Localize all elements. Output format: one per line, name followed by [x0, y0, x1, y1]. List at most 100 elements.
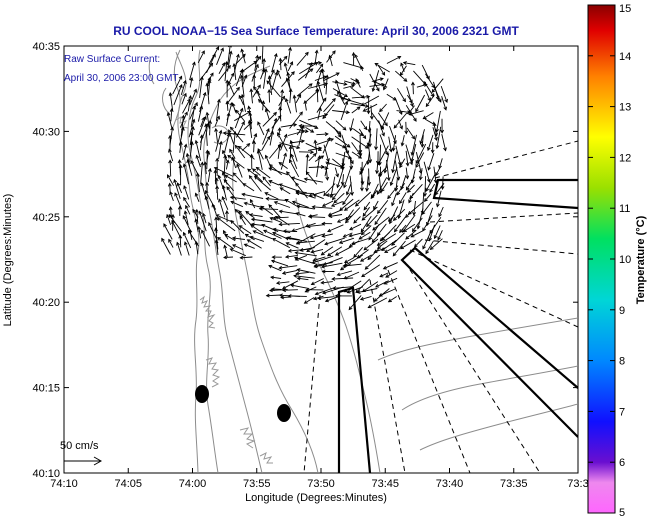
current-vector-head	[289, 158, 293, 163]
current-vector-head	[387, 195, 391, 200]
current-vector-head	[320, 164, 325, 169]
current-vector-head	[409, 195, 414, 200]
current-vector	[247, 168, 256, 176]
current-vector	[266, 80, 281, 98]
current-vector	[278, 162, 288, 169]
current-vector	[233, 54, 239, 73]
current-vector-head	[350, 191, 354, 197]
current-vector-head	[321, 221, 326, 226]
current-vector-head	[320, 280, 325, 285]
current-vector	[351, 106, 361, 114]
current-vector	[344, 254, 363, 267]
current-vector	[170, 108, 173, 122]
x-tick-label: 73:45	[371, 478, 399, 490]
current-vector	[331, 201, 343, 207]
current-vector	[348, 295, 362, 310]
current-vector-head	[264, 154, 269, 159]
current-vector-head	[205, 181, 209, 186]
current-vector-head	[386, 177, 391, 182]
current-vector-head	[204, 123, 208, 128]
current-vector	[296, 126, 304, 136]
current-vector-head	[306, 224, 311, 229]
current-vector	[378, 166, 388, 177]
current-vector-head	[391, 202, 395, 207]
current-vector	[351, 151, 362, 159]
current-vector-head	[273, 117, 278, 122]
current-vector-head	[240, 93, 245, 99]
current-vector	[271, 53, 277, 73]
current-vector-head	[348, 233, 353, 238]
current-vector-head	[305, 171, 310, 176]
current-vector	[189, 62, 196, 81]
current-vector-head	[369, 115, 374, 120]
current-vector	[289, 111, 303, 129]
current-vector-head	[343, 184, 347, 189]
x-tick-label: 73:3	[567, 478, 588, 490]
current-vector	[321, 262, 343, 268]
current-vector-head	[310, 249, 315, 254]
current-vector	[421, 134, 424, 147]
current-vector-head	[404, 130, 409, 135]
current-vector-head	[337, 90, 341, 95]
current-vector-head	[249, 198, 254, 203]
current-vector	[336, 168, 344, 188]
current-vector	[424, 176, 427, 197]
current-vector-head	[359, 258, 365, 262]
current-vector-head	[362, 135, 367, 140]
current-vector-head	[355, 78, 359, 83]
current-vector-head	[271, 238, 276, 242]
current-vector-head	[229, 101, 234, 107]
current-vector-head	[353, 219, 358, 224]
current-vector	[196, 155, 201, 168]
current-vector	[265, 108, 270, 120]
current-vector-head	[364, 144, 369, 149]
current-vector-head	[178, 140, 183, 145]
current-vector-head	[284, 254, 290, 259]
current-vector-head	[252, 140, 257, 145]
current-vector-head	[322, 115, 327, 120]
current-vector-head	[250, 224, 255, 229]
current-vector	[427, 153, 435, 171]
current-vector	[249, 175, 262, 192]
current-vector	[379, 272, 389, 278]
current-vector	[438, 158, 443, 169]
current-vector	[294, 257, 315, 265]
current-vector-head	[194, 218, 199, 223]
colorbar-tick-label: 11	[619, 203, 630, 215]
current-vector	[314, 50, 318, 65]
current-vector	[355, 191, 372, 207]
current-vector	[422, 215, 433, 232]
current-vector	[216, 185, 219, 200]
current-vector-head	[171, 213, 175, 218]
current-vector-head	[221, 171, 226, 176]
current-vector	[312, 255, 334, 264]
current-vector-head	[375, 87, 380, 92]
current-vector	[241, 49, 246, 64]
current-vector	[214, 116, 220, 127]
current-vector-head	[411, 135, 416, 140]
current-vector-head	[368, 236, 373, 241]
current-vector-head	[444, 98, 448, 103]
current-vector	[341, 134, 349, 154]
current-vector-head	[327, 228, 332, 233]
current-vector	[226, 101, 229, 111]
current-vector-head	[189, 131, 194, 136]
current-vector-head	[295, 182, 299, 187]
current-vector-head	[262, 58, 266, 63]
current-vector-head	[350, 84, 355, 89]
current-vector	[414, 238, 423, 248]
current-vector	[290, 284, 308, 289]
current-vector	[289, 159, 300, 178]
current-vector	[345, 207, 361, 224]
current-vector	[195, 193, 200, 202]
current-vector-head	[237, 145, 242, 150]
current-vector	[377, 177, 388, 195]
current-vector-head	[366, 110, 371, 115]
current-vector-head	[209, 62, 214, 67]
current-vector-head	[182, 79, 187, 85]
current-vector	[200, 162, 203, 185]
current-vector-head	[334, 294, 339, 298]
current-vector-head	[268, 180, 273, 184]
current-vector-head	[405, 186, 410, 191]
current-vector-head	[287, 294, 292, 298]
